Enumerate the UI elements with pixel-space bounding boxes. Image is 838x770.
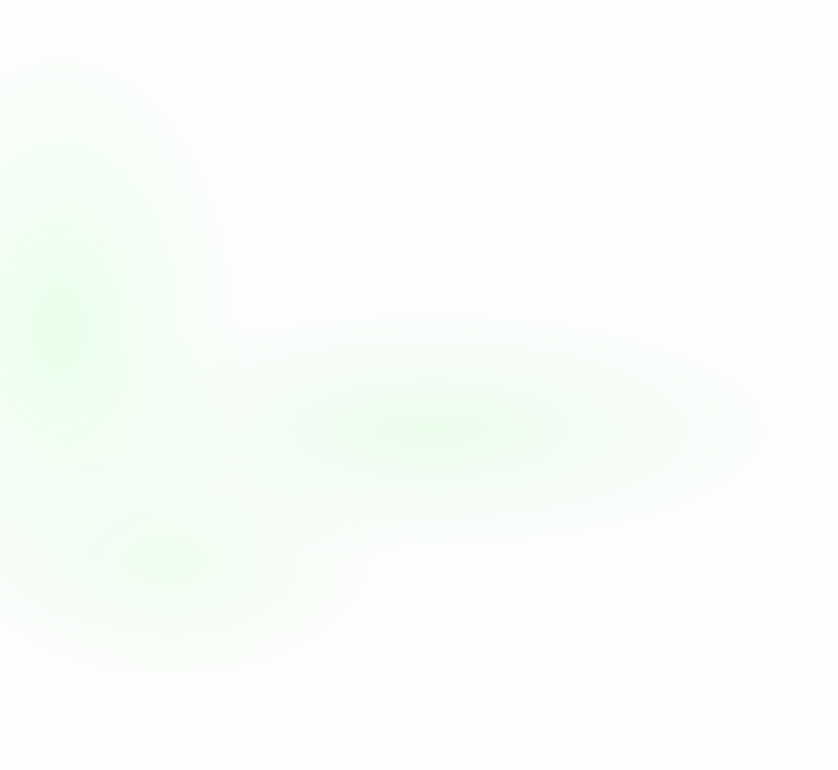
background-canvas <box>0 0 838 770</box>
